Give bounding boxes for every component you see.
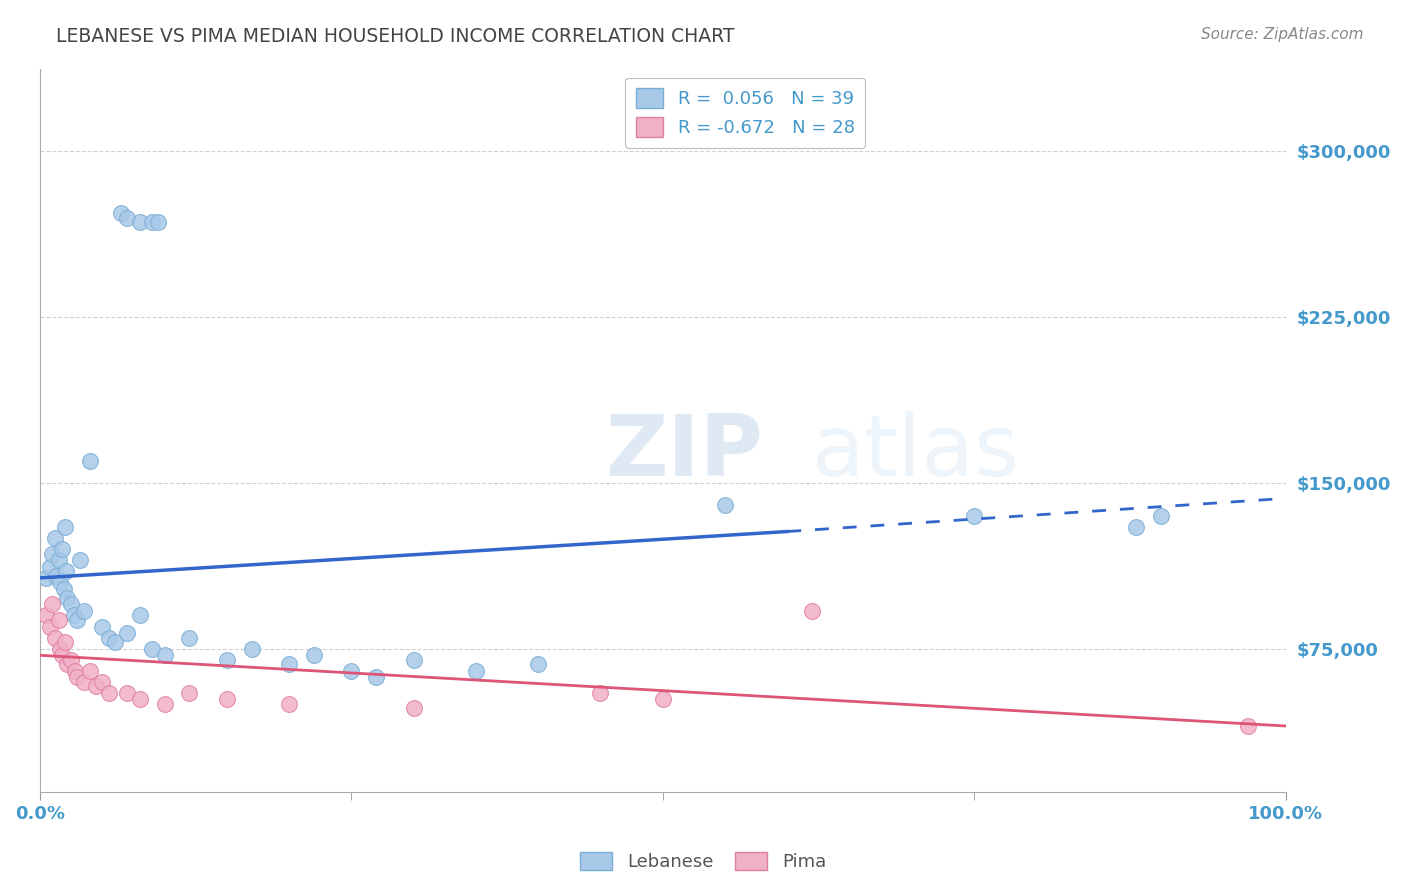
Point — [72, 604, 94, 618]
Point — [60, 598, 83, 612]
Point — [115, 686, 138, 700]
Point — [240, 641, 263, 656]
Point — [402, 653, 425, 667]
Text: ZIP: ZIP — [605, 410, 762, 493]
Point — [215, 653, 238, 667]
Point — [366, 670, 388, 684]
Point — [39, 619, 62, 633]
Point — [179, 631, 201, 645]
Point — [51, 648, 73, 663]
Point — [278, 697, 301, 711]
Point — [44, 631, 66, 645]
Point — [464, 664, 486, 678]
Point — [56, 591, 79, 605]
Point — [115, 211, 138, 225]
Point — [141, 641, 163, 656]
Point — [91, 674, 114, 689]
Point — [527, 657, 550, 672]
Point — [97, 631, 120, 645]
Point — [79, 664, 101, 678]
Point — [35, 571, 58, 585]
Point — [53, 520, 76, 534]
Point — [1237, 719, 1260, 733]
Point — [84, 679, 107, 693]
Point — [128, 692, 150, 706]
Point — [801, 604, 824, 618]
Point — [48, 553, 70, 567]
Point — [44, 531, 66, 545]
Point — [110, 206, 132, 220]
Legend: Lebanese, Pima: Lebanese, Pima — [572, 845, 834, 879]
Point — [402, 701, 425, 715]
Point — [97, 686, 120, 700]
Point — [41, 598, 63, 612]
Point — [79, 454, 101, 468]
Point — [278, 657, 301, 672]
Point — [714, 498, 737, 512]
Point — [69, 553, 91, 567]
Point — [66, 613, 89, 627]
Text: Source: ZipAtlas.com: Source: ZipAtlas.com — [1201, 27, 1364, 42]
Point — [153, 697, 176, 711]
Point — [45, 568, 67, 582]
Point — [35, 608, 58, 623]
Point — [215, 692, 238, 706]
Point — [104, 635, 127, 649]
Text: LEBANESE VS PIMA MEDIAN HOUSEHOLD INCOME CORRELATION CHART: LEBANESE VS PIMA MEDIAN HOUSEHOLD INCOME… — [56, 27, 735, 45]
Point — [128, 215, 150, 229]
Point — [63, 664, 86, 678]
Point — [1150, 509, 1173, 524]
Point — [651, 692, 673, 706]
Point — [48, 613, 70, 627]
Point — [589, 686, 612, 700]
Point — [49, 575, 72, 590]
Point — [62, 608, 84, 623]
Point — [49, 641, 72, 656]
Point — [53, 635, 76, 649]
Point — [340, 664, 363, 678]
Point — [963, 509, 986, 524]
Point — [56, 657, 79, 672]
Text: atlas: atlas — [813, 410, 1021, 493]
Point — [41, 547, 63, 561]
Point — [91, 619, 114, 633]
Legend: R =  0.056   N = 39, R = -0.672   N = 28: R = 0.056 N = 39, R = -0.672 N = 28 — [626, 78, 866, 148]
Point — [66, 670, 89, 684]
Point — [55, 564, 77, 578]
Point — [153, 648, 176, 663]
Point — [179, 686, 201, 700]
Point — [1125, 520, 1147, 534]
Point — [39, 560, 62, 574]
Point — [72, 674, 94, 689]
Point — [51, 542, 73, 557]
Point — [60, 653, 83, 667]
Point — [141, 215, 163, 229]
Point — [148, 215, 170, 229]
Point — [302, 648, 325, 663]
Point — [128, 608, 150, 623]
Point — [52, 582, 75, 596]
Point — [115, 626, 138, 640]
